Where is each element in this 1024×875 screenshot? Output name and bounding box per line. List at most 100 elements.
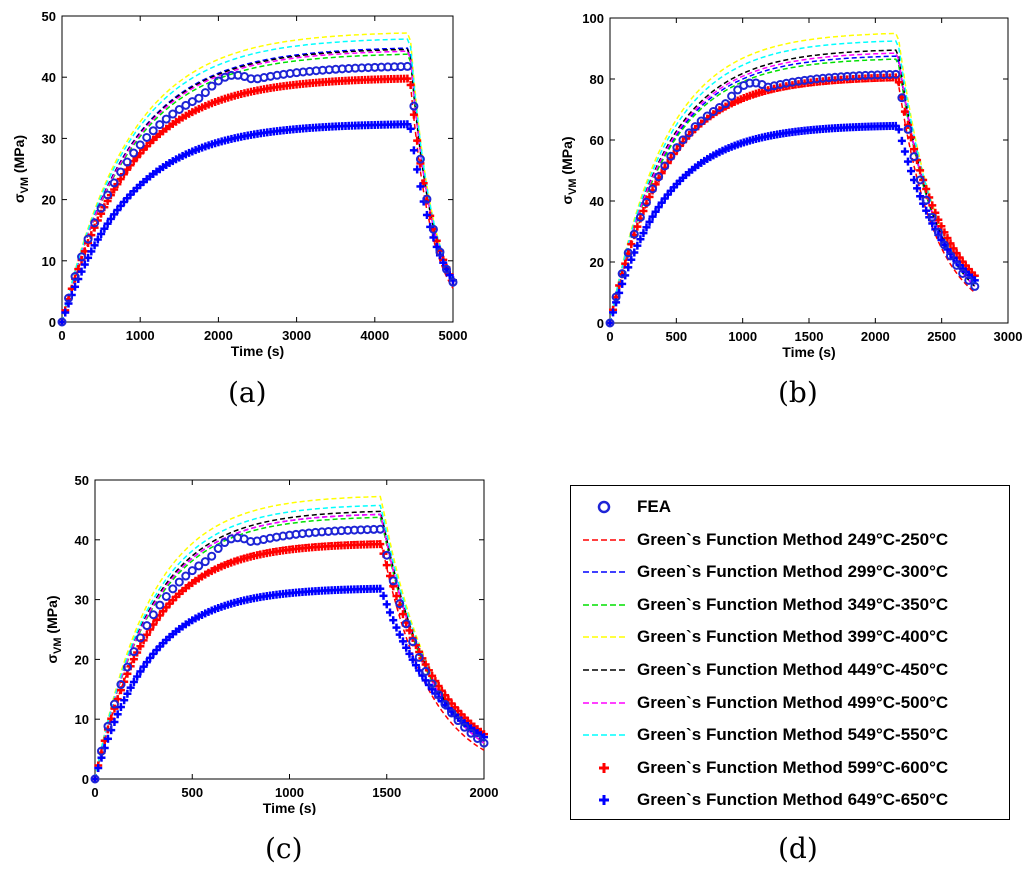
fea-marker — [690, 122, 700, 132]
fea-marker — [678, 135, 688, 145]
legend-label: Green`s Function Method 599°C-600°C — [637, 757, 949, 777]
panel-label-b: (b) — [778, 376, 818, 409]
series-marker — [398, 637, 407, 646]
series-marker — [439, 258, 448, 267]
fea-marker — [375, 524, 385, 534]
fea-marker — [672, 143, 682, 153]
chart-panel-a: 0 1000 2000 3000 4000 5000 0 10 20 30 40 50 Time (s)… — [11, 9, 467, 359]
series-marker — [90, 223, 99, 232]
legend-symbol — [597, 500, 611, 514]
fea-marker — [939, 240, 949, 250]
series-marker — [398, 610, 407, 619]
series-marker — [416, 182, 425, 191]
series-line — [94, 516, 485, 780]
fea-marker — [57, 317, 67, 327]
fea-marker — [927, 212, 937, 222]
fea-marker — [109, 699, 119, 709]
series-marker — [900, 147, 909, 156]
series-line — [609, 49, 976, 324]
fea-marker — [148, 126, 158, 136]
fea-marker — [428, 224, 438, 234]
fea-marker — [696, 116, 706, 126]
fea-marker — [200, 88, 210, 98]
fea-marker — [168, 109, 178, 119]
series-marker — [113, 710, 122, 719]
y-tick-label: 20 — [590, 255, 604, 270]
series-marker — [906, 133, 915, 142]
y-tick-label: 60 — [590, 133, 604, 148]
series-marker — [645, 217, 654, 226]
fea-marker — [135, 140, 145, 150]
fea-marker — [684, 128, 694, 138]
legend-entry: Green`s Function Method 299°C-300°C — [579, 557, 948, 587]
fea-marker — [213, 544, 223, 554]
fea-marker — [64, 293, 74, 303]
series-line — [61, 38, 454, 323]
x-tick-label: 1000 — [126, 328, 155, 343]
chart-panel-b: 0 500 1000 1500 2000 2500 3000 0 20 40 60 80 100 Time… — [559, 11, 1022, 360]
fea-marker — [440, 699, 450, 709]
y-tick-label: 40 — [75, 533, 89, 548]
legend-symbol — [599, 795, 609, 806]
y-tick-label: 10 — [42, 254, 56, 269]
fea-marker — [382, 550, 392, 560]
x-tick-label: 2000 — [204, 328, 233, 343]
series-marker — [129, 677, 138, 686]
legend-label: Green`s Function Method 349°C-350°C — [637, 594, 949, 614]
fea-marker — [96, 746, 106, 756]
series-line — [94, 510, 485, 780]
fea-marker — [181, 571, 191, 581]
series-marker — [406, 80, 415, 89]
fea-marker — [435, 247, 445, 257]
series-marker — [136, 642, 145, 651]
fea-marker — [77, 252, 87, 262]
fea-marker — [933, 227, 943, 237]
series-marker — [922, 206, 931, 215]
series-marker — [94, 764, 103, 773]
y-tick-label: 100 — [582, 11, 604, 26]
series-marker — [413, 165, 422, 174]
fea-marker — [142, 132, 152, 142]
fea-marker — [727, 91, 737, 101]
fea-marker — [629, 229, 639, 239]
series-marker — [639, 229, 648, 238]
series-marker — [395, 630, 404, 639]
legend-entry: FEA — [579, 492, 671, 522]
fea-marker — [155, 600, 165, 610]
x-tick-label: 0 — [58, 328, 65, 343]
legend-label: Green`s Function Method 449°C-450°C — [637, 660, 949, 679]
series-marker — [87, 247, 96, 256]
series-marker — [402, 643, 411, 652]
series-marker — [385, 608, 394, 617]
legend-label: Green`s Function Method 399°C-400°C — [637, 627, 949, 647]
fea-marker — [721, 99, 731, 109]
fea-marker — [897, 93, 907, 103]
series-marker — [413, 136, 422, 145]
series-line — [61, 77, 454, 323]
series-marker — [428, 671, 437, 680]
series-marker — [376, 540, 385, 549]
series-marker — [916, 192, 925, 201]
fea-marker — [466, 728, 476, 738]
fea-marker — [641, 197, 651, 207]
series-marker — [928, 201, 937, 210]
series-marker — [403, 74, 412, 83]
fea-marker — [122, 157, 132, 167]
series-line — [94, 513, 485, 780]
series-marker — [943, 234, 952, 243]
series-line — [94, 504, 485, 780]
series-marker — [379, 591, 388, 600]
series-marker — [913, 184, 922, 193]
fea-marker — [441, 264, 451, 274]
y-tick-label: 20 — [75, 652, 89, 667]
y-tick-label: 30 — [75, 593, 89, 608]
fea-marker — [181, 100, 191, 110]
series-marker — [906, 167, 915, 176]
fea-marker — [414, 652, 424, 662]
series-marker — [900, 107, 909, 116]
x-tick-label: 0 — [91, 785, 98, 800]
series-marker — [916, 166, 925, 175]
fea-marker — [421, 666, 431, 676]
fea-marker — [702, 111, 712, 121]
x-axis-label: Time (s) — [231, 343, 284, 359]
